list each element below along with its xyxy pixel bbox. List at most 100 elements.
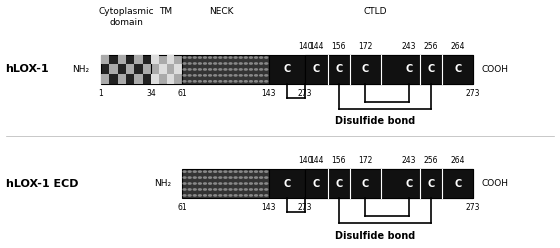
Circle shape — [224, 57, 227, 58]
Circle shape — [193, 81, 196, 82]
Circle shape — [188, 183, 191, 184]
Circle shape — [229, 57, 232, 58]
Text: COOH: COOH — [482, 65, 508, 74]
Circle shape — [250, 183, 253, 184]
Circle shape — [198, 183, 201, 184]
Circle shape — [188, 57, 191, 58]
Text: 1: 1 — [99, 89, 103, 98]
Circle shape — [214, 69, 217, 70]
Circle shape — [209, 81, 212, 82]
Text: C: C — [428, 179, 435, 188]
Circle shape — [198, 57, 201, 58]
Bar — [269, 169, 305, 198]
Text: 264: 264 — [451, 156, 465, 165]
Circle shape — [234, 81, 237, 82]
Text: NH₂: NH₂ — [153, 179, 171, 188]
Circle shape — [209, 183, 212, 184]
Circle shape — [239, 195, 242, 196]
Circle shape — [183, 75, 186, 76]
Text: 140: 140 — [298, 156, 312, 165]
Text: NECK: NECK — [209, 7, 234, 16]
Circle shape — [209, 171, 212, 172]
Bar — [305, 169, 473, 198]
Bar — [167, 55, 174, 64]
Text: 156: 156 — [332, 156, 346, 165]
Text: 172: 172 — [358, 156, 372, 165]
Text: CTLD: CTLD — [363, 7, 387, 16]
Circle shape — [224, 195, 227, 196]
Circle shape — [219, 189, 222, 190]
Text: C: C — [335, 64, 342, 74]
Circle shape — [219, 57, 222, 58]
Circle shape — [183, 57, 186, 58]
Circle shape — [209, 57, 212, 58]
Circle shape — [250, 195, 253, 196]
Circle shape — [224, 183, 227, 184]
Circle shape — [234, 69, 237, 70]
Text: 61: 61 — [177, 89, 187, 98]
Circle shape — [183, 81, 186, 82]
Bar — [101, 55, 151, 84]
Circle shape — [203, 75, 207, 76]
Circle shape — [198, 81, 201, 82]
Circle shape — [265, 195, 268, 196]
Circle shape — [209, 63, 212, 64]
Circle shape — [188, 69, 191, 70]
Circle shape — [224, 177, 227, 178]
Circle shape — [239, 69, 242, 70]
Circle shape — [193, 183, 196, 184]
Circle shape — [244, 81, 248, 82]
Bar — [182, 169, 269, 198]
Text: Disulfide bond: Disulfide bond — [335, 231, 416, 241]
Circle shape — [198, 171, 201, 172]
Circle shape — [209, 69, 212, 70]
Circle shape — [260, 81, 263, 82]
Circle shape — [244, 171, 248, 172]
Circle shape — [193, 177, 196, 178]
Text: TM: TM — [158, 7, 172, 16]
Bar — [134, 55, 143, 64]
Circle shape — [209, 189, 212, 190]
Circle shape — [234, 177, 237, 178]
Text: 273: 273 — [466, 89, 480, 98]
Circle shape — [239, 189, 242, 190]
Circle shape — [219, 171, 222, 172]
Circle shape — [188, 189, 191, 190]
Circle shape — [239, 57, 242, 58]
Text: hLOX-1: hLOX-1 — [6, 64, 49, 74]
Bar — [151, 55, 182, 84]
Circle shape — [203, 63, 207, 64]
Circle shape — [250, 75, 253, 76]
Circle shape — [255, 189, 258, 190]
Circle shape — [219, 75, 222, 76]
Circle shape — [229, 69, 232, 70]
Circle shape — [229, 75, 232, 76]
Circle shape — [193, 57, 196, 58]
Text: hLOX-1 ECD: hLOX-1 ECD — [6, 179, 78, 188]
Circle shape — [265, 183, 268, 184]
Circle shape — [250, 69, 253, 70]
Bar — [118, 55, 126, 64]
Circle shape — [239, 63, 242, 64]
Circle shape — [198, 63, 201, 64]
Text: 273: 273 — [466, 203, 480, 212]
Circle shape — [183, 63, 186, 64]
Circle shape — [255, 195, 258, 196]
Circle shape — [183, 69, 186, 70]
Circle shape — [244, 69, 248, 70]
Circle shape — [224, 171, 227, 172]
Circle shape — [229, 189, 232, 190]
Circle shape — [219, 63, 222, 64]
Text: COOH: COOH — [482, 179, 508, 188]
Circle shape — [229, 183, 232, 184]
Circle shape — [219, 183, 222, 184]
Circle shape — [198, 75, 201, 76]
Circle shape — [214, 75, 217, 76]
Text: 256: 256 — [424, 156, 438, 165]
Text: 264: 264 — [451, 42, 465, 51]
Bar — [269, 55, 305, 84]
Bar — [159, 64, 167, 74]
Text: C: C — [454, 179, 461, 188]
Circle shape — [214, 189, 217, 190]
Text: C: C — [335, 179, 342, 188]
